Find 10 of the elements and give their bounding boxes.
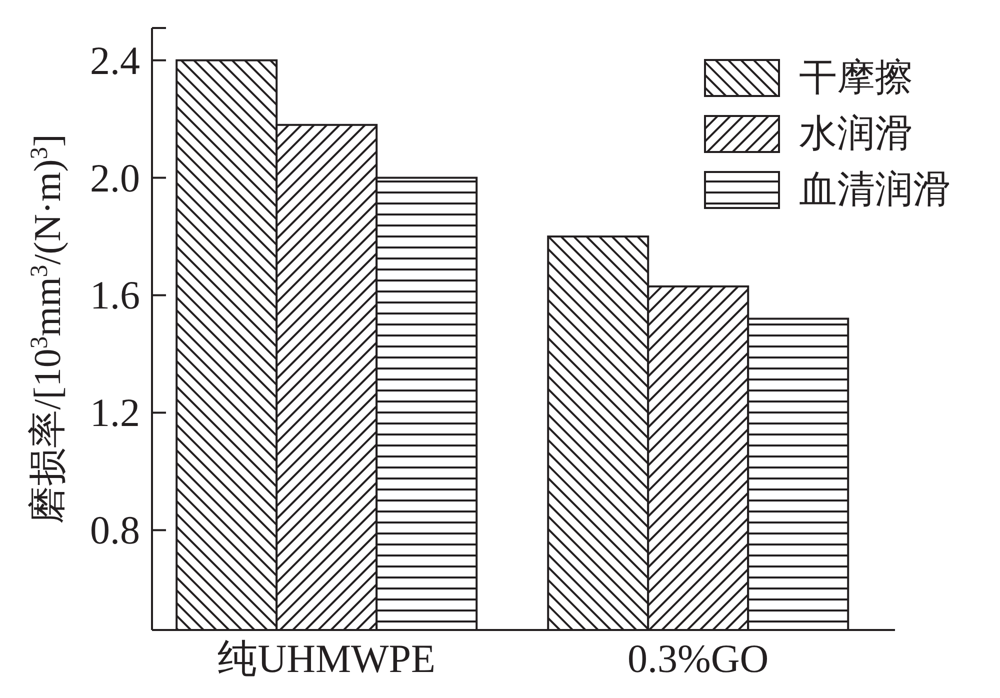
- x-tick-label: 0.3%GO: [628, 636, 769, 681]
- y-tick-label: 2.4: [90, 38, 140, 83]
- y-tick-label: 0.8: [90, 508, 140, 553]
- y-tick-label: 1.2: [90, 390, 140, 436]
- legend-label: 血清润滑: [799, 169, 951, 211]
- x-tick-label: 纯UHMWPE: [218, 636, 436, 681]
- y-tick-label: 1.6: [90, 272, 140, 318]
- y-tick-label: 2.0: [90, 155, 140, 200]
- legend-label: 水润滑: [799, 113, 913, 155]
- legend-label: 干摩擦: [799, 57, 913, 99]
